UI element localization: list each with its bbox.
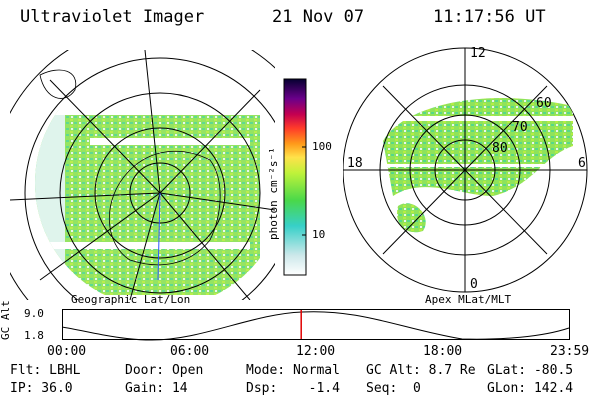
magnetic-emission-image	[383, 98, 573, 233]
seq-status: Seq: 0	[366, 381, 421, 396]
glat-status: GLat: -80.5	[487, 363, 574, 378]
mode-status: Mode: Normal	[246, 363, 340, 378]
colorbar-tick-100: 100	[312, 140, 332, 153]
timeline-xtick-2359: 23:59	[550, 344, 590, 359]
magnetic-caption: Apex MLat/MLT	[425, 293, 512, 306]
mlat-label-60: 60	[536, 96, 552, 111]
timeline-xtick-0000: 00:00	[47, 344, 87, 359]
geographic-map	[10, 50, 275, 300]
altitude-curve	[62, 311, 570, 341]
colorbar-unit-label: photon cm⁻²s⁻¹	[267, 147, 280, 240]
timeline-ytick-max: 9.0	[24, 307, 44, 320]
glon-status: GLon: 142.4	[487, 381, 574, 396]
mlt-grid	[343, 48, 587, 292]
latitude-grid	[10, 50, 275, 300]
gc-altitude-status: GC Alt: 8.7 Re	[366, 363, 476, 378]
filter-status: Flt: LBHL	[10, 363, 81, 378]
instrument-title: Ultraviolet Imager	[20, 7, 205, 27]
gain-status: Gain: 14	[125, 381, 188, 396]
timeline-xtick-1800: 18:00	[423, 344, 463, 359]
time-label: 11:17:56 UT	[433, 7, 546, 27]
date-label: 21 Nov 07	[272, 7, 365, 27]
timeline-plot	[62, 309, 570, 341]
mlt-label-12: 12	[470, 46, 486, 61]
mlt-label-6: 6	[578, 156, 586, 171]
dsp-status: Dsp: -1.4	[246, 381, 340, 396]
mlat-label-80: 80	[492, 141, 508, 156]
island-outline	[39, 69, 77, 99]
timeline-axis-label: GC Alt	[0, 300, 12, 340]
door-status: Door: Open	[125, 363, 204, 378]
mlt-label-0: 0	[470, 277, 478, 292]
timeline-xtick-1200: 12:00	[296, 344, 336, 359]
continent-outline	[108, 150, 221, 266]
sun-direction-line	[157, 192, 161, 281]
longitude-grid	[10, 50, 275, 300]
colorbar	[283, 78, 307, 276]
timeline-ytick-min: 1.8	[24, 329, 44, 342]
ip-status: IP: 36.0	[10, 381, 73, 396]
colorbar-tick-10: 10	[312, 228, 326, 241]
mlt-label-18: 18	[347, 156, 363, 171]
geographic-caption: Geographic Lat/Lon	[71, 293, 191, 306]
magnetic-polar-plot	[343, 47, 588, 293]
mlat-label-70: 70	[512, 120, 528, 135]
timeline-xtick-0600: 06:00	[170, 344, 210, 359]
